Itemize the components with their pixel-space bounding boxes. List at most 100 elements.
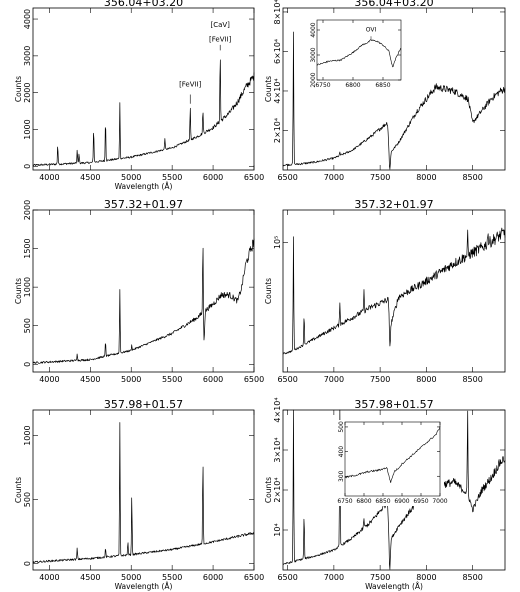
inset-y-tick-label: 3000 — [310, 47, 317, 62]
spectrum-panel-6: 357.98+01.57 6500 7000 7500 8000 8500 10⁴ 2×10⁴… — [264, 397, 506, 591]
spectrum-series — [282, 227, 506, 355]
x-tick-label: 7500 — [370, 173, 390, 182]
spectrum-panel-5: 357.98+01.57 4000 4500 5000 5500 6000 6500 0 500… — [14, 398, 264, 591]
spectrum-series — [32, 422, 255, 564]
x-tick-label: 5000 — [121, 375, 141, 384]
inset-y-tick-label: 300 — [338, 470, 345, 482]
x-tick-label: 6500 — [244, 573, 264, 582]
inset-annotation: OVI — [366, 26, 377, 33]
spectrum-series — [282, 409, 506, 570]
x-tick-label: 4000 — [39, 573, 59, 582]
y-tick-label: 1000 — [23, 119, 32, 139]
spectrum-panel-4: 357.32+01.97 6500 7000 7500 8000 8500 10⁵ Count… — [264, 198, 506, 384]
panel-title: 357.32+01.97 — [354, 198, 433, 211]
x-tick-label: 6500 — [244, 375, 264, 384]
frame — [282, 209, 506, 373]
y-tick-label: 1500 — [23, 238, 32, 258]
x-tick-label: 4000 — [39, 173, 59, 182]
y-tick-label: 10⁴ — [273, 523, 282, 536]
spectrum-series — [282, 31, 506, 170]
y-tick-label: 6×10⁴ — [273, 39, 282, 64]
inset-background — [331, 420, 444, 506]
y-tick-label: 500 — [23, 318, 32, 333]
spectrum-panel-3: 357.32+01.97 4000 4500 5000 5500 6000 6500 0 500… — [14, 198, 264, 384]
x-tick-label: 5500 — [162, 573, 182, 582]
x-axis-label: Wavelength (Å) — [115, 182, 173, 191]
x-tick-label: 7000 — [324, 375, 344, 384]
x-tick-label: 8000 — [416, 573, 436, 582]
inset-x-tick-label: 6750 — [337, 498, 352, 505]
x-tick-label: 6500 — [277, 375, 297, 384]
x-tick-label: 5500 — [162, 375, 182, 384]
y-tick-label: 3×10⁴ — [273, 437, 282, 462]
panel-title: 357.98+01.57 — [354, 398, 433, 411]
frame — [32, 7, 255, 171]
x-axis-label: Wavelength (Å) — [365, 582, 423, 591]
x-tick-label: 7000 — [324, 573, 344, 582]
spectrum-panel-2: 356.04+03.20 6500 7000 7500 8000 8500 2×10⁴ 4×1… — [264, 0, 506, 182]
x-axis-label: Wavelength (Å) — [115, 582, 173, 591]
x-tick-label: 5000 — [121, 573, 141, 582]
x-tick-label: 8500 — [462, 173, 482, 182]
y-tick-label: 2000 — [23, 200, 32, 220]
inset-y-tick-label: 400 — [338, 446, 345, 458]
inset-y-tick-label: 500 — [338, 421, 345, 433]
x-tick-label: 6500 — [277, 573, 297, 582]
y-tick-label: 3000 — [23, 46, 32, 66]
spectrum-series — [32, 238, 255, 364]
frame — [32, 409, 255, 571]
inset-series — [344, 426, 441, 483]
y-axis-label: Counts — [264, 76, 273, 102]
inset-x-tick-label: 6800 — [345, 82, 360, 89]
y-axis-label: Counts — [14, 477, 23, 503]
x-tick-label: 4500 — [80, 573, 100, 582]
y-tick-label: 4×10⁴ — [273, 78, 282, 103]
x-tick-label: 8000 — [416, 173, 436, 182]
x-tick-label: 8000 — [416, 375, 436, 384]
inset-x-tick-label: 6800 — [356, 498, 371, 505]
x-tick-label: 4500 — [80, 375, 100, 384]
inset-x-tick-label: 7000 — [432, 498, 447, 505]
x-tick-label: 8500 — [462, 375, 482, 384]
y-tick-label: 4000 — [23, 9, 32, 29]
y-tick-label: 2000 — [23, 83, 32, 103]
y-tick-label: 10⁵ — [273, 236, 282, 249]
inset-x-tick-label: 6750 — [315, 82, 330, 89]
x-tick-label: 6500 — [277, 173, 297, 182]
y-tick-label: 0 — [23, 561, 32, 566]
y-tick-label: 4×10⁴ — [273, 397, 282, 422]
panel-title: 357.32+01.97 — [104, 198, 183, 211]
x-tick-label: 7500 — [370, 573, 390, 582]
line-annotation: [CaV] — [210, 21, 230, 29]
y-tick-label: 8×10⁴ — [273, 0, 282, 25]
panel-title: 356.04+03.20 — [104, 0, 183, 9]
y-tick-label: 1000 — [23, 277, 32, 297]
spectrum-series — [32, 59, 255, 167]
line-annotation: [FeVII] — [179, 80, 202, 88]
spectrum-panel-1: 356.04+03.20 4000 4500 5000 5500 6000 6500 0 100… — [14, 0, 264, 191]
y-axis-label: Counts — [264, 278, 273, 304]
inset-plot: 6750 6800 6850 6900 6950 7000 300 400 500 — [331, 420, 448, 506]
panel-title: 356.04+03.20 — [354, 0, 433, 9]
y-axis-label: Counts — [264, 477, 273, 503]
y-axis-label: Counts — [14, 76, 23, 102]
inset-y-tick-label: 4000 — [310, 22, 317, 37]
y-tick-label: 1000 — [23, 425, 32, 445]
inset-x-tick-label: 6950 — [413, 498, 428, 505]
y-axis-label: Counts — [14, 278, 23, 304]
frame — [32, 209, 255, 373]
x-tick-label: 5000 — [121, 173, 141, 182]
line-annotation: [FeVII] — [209, 36, 232, 44]
x-tick-label: 7000 — [324, 173, 344, 182]
y-tick-label: 2×10⁴ — [273, 118, 282, 143]
inset-frame — [344, 421, 441, 497]
inset-y-tick-label: 2000 — [310, 72, 317, 87]
inset-x-tick-label: 6900 — [394, 498, 409, 505]
x-tick-label: 7500 — [370, 375, 390, 384]
y-tick-label: 0 — [23, 362, 32, 367]
inset-x-tick-label: 6850 — [375, 82, 390, 89]
x-tick-label: 6000 — [203, 173, 223, 182]
x-tick-label: 6500 — [244, 173, 264, 182]
x-tick-label: 6000 — [203, 573, 223, 582]
